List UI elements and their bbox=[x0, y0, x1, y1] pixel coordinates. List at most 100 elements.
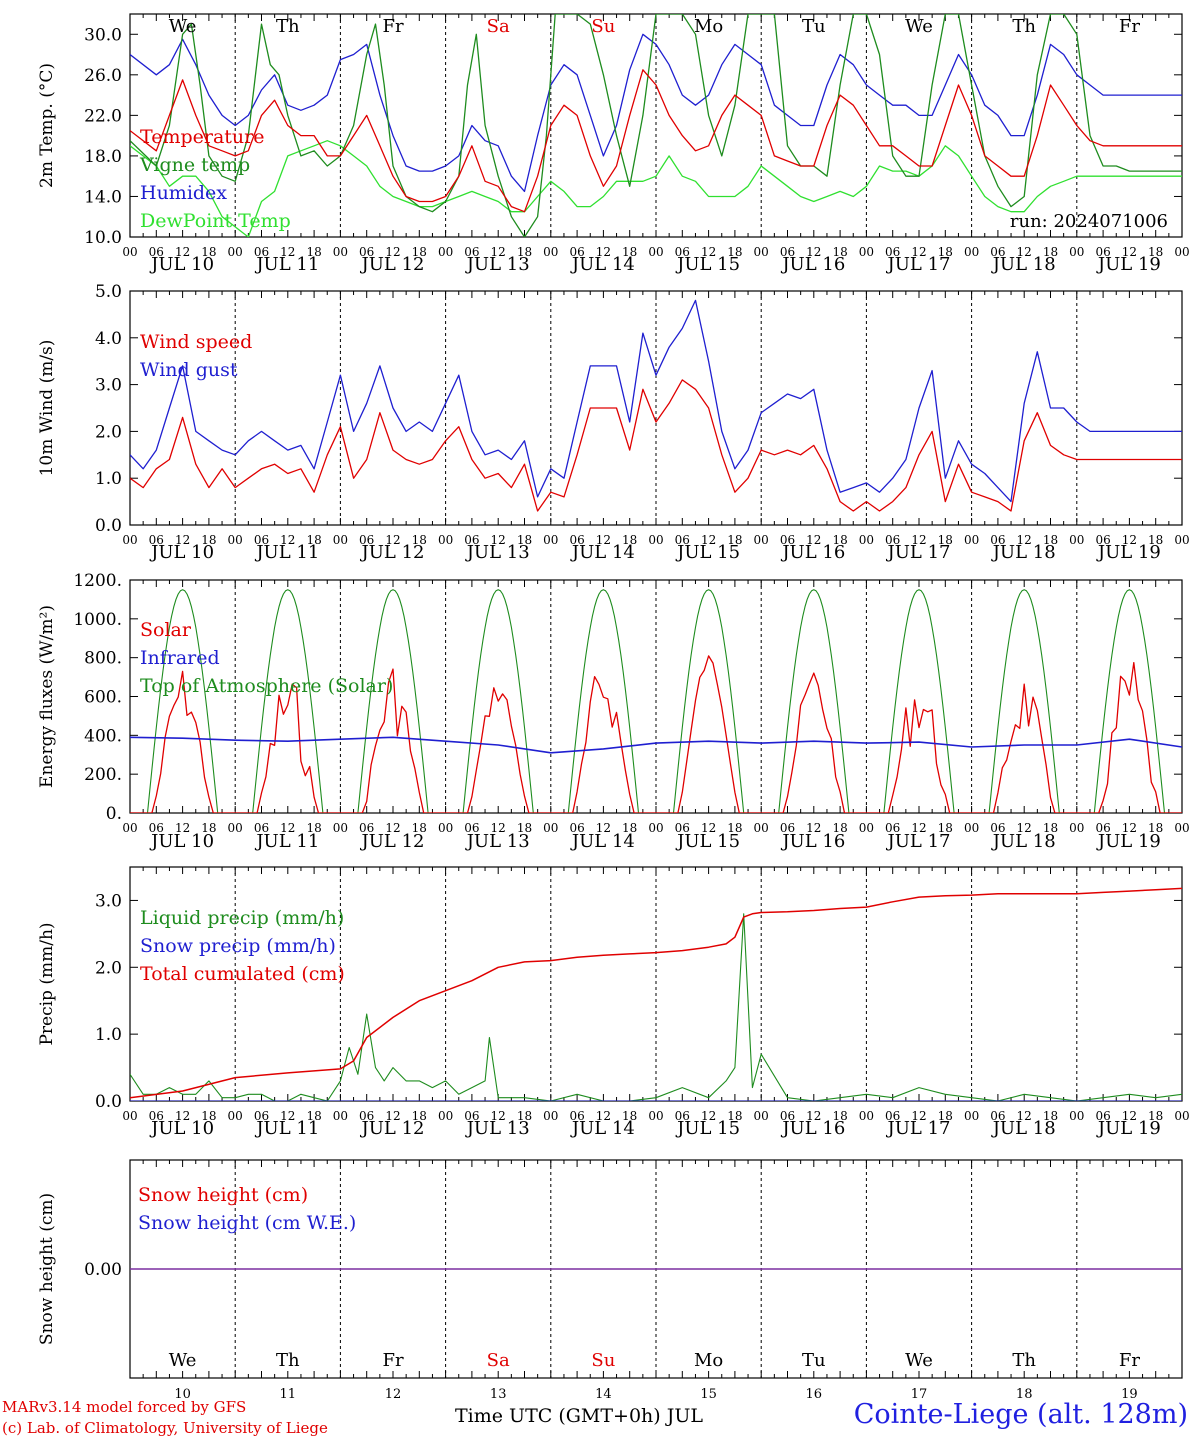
series-vigne-temp-line bbox=[130, 14, 1182, 237]
hour-label: 12 bbox=[911, 1109, 926, 1123]
hour-label: 18 bbox=[938, 533, 953, 547]
y-tick-label: 0.00 bbox=[84, 1260, 122, 1280]
hour-label: 00 bbox=[543, 245, 558, 259]
day-number-label: 15 bbox=[700, 1387, 717, 1402]
hour-label: 18 bbox=[938, 1109, 953, 1123]
date-label: JUL 13 bbox=[465, 254, 530, 275]
hour-label: 18 bbox=[201, 533, 216, 547]
hour-label: 18 bbox=[412, 821, 427, 835]
hour-label: 12 bbox=[280, 1109, 295, 1123]
weekday-label: Tu bbox=[802, 16, 826, 37]
hour-label: 06 bbox=[675, 245, 690, 259]
y-tick-label: 0.0 bbox=[95, 1092, 122, 1112]
y-tick-label: 3.0 bbox=[95, 376, 122, 396]
hour-label: 18 bbox=[832, 821, 847, 835]
hour-label: 18 bbox=[1043, 1109, 1058, 1123]
date-label: JUL 15 bbox=[675, 254, 740, 275]
hour-label: 06 bbox=[569, 821, 584, 835]
temperature-lines bbox=[130, 14, 1182, 237]
y-tick-label: 200. bbox=[84, 765, 122, 785]
hour-label: 06 bbox=[780, 533, 795, 547]
hour-label: 18 bbox=[412, 245, 427, 259]
hour-label: 12 bbox=[596, 245, 611, 259]
hour-label: 00 bbox=[228, 533, 243, 547]
day-number-label: 13 bbox=[490, 1387, 507, 1402]
hour-label: 12 bbox=[175, 821, 190, 835]
day-number-label: 17 bbox=[911, 1387, 928, 1402]
hour-label: 12 bbox=[701, 245, 716, 259]
legend-entry: Snow precip (mm/h) bbox=[140, 935, 336, 957]
hour-label: 18 bbox=[938, 821, 953, 835]
hour-label: 12 bbox=[1017, 245, 1032, 259]
hour-label: 00 bbox=[754, 1109, 769, 1123]
hour-label: 12 bbox=[911, 821, 926, 835]
series-toa-line bbox=[130, 589, 1182, 813]
date-label: JUL 18 bbox=[991, 831, 1056, 852]
date-label: JUL 14 bbox=[570, 542, 635, 563]
hour-label: 06 bbox=[464, 533, 479, 547]
hour-label: 18 bbox=[412, 533, 427, 547]
hour-label: 06 bbox=[780, 821, 795, 835]
y-tick-label: 26.0 bbox=[84, 66, 122, 86]
weekday-label: We bbox=[169, 16, 197, 37]
hour-label: 18 bbox=[832, 533, 847, 547]
hour-label: 06 bbox=[780, 1109, 795, 1123]
day-number-label: 19 bbox=[1121, 1387, 1138, 1402]
hour-label: 06 bbox=[885, 821, 900, 835]
hour-label: 12 bbox=[385, 533, 400, 547]
hour-label: 00 bbox=[964, 533, 979, 547]
hour-label: 00 bbox=[438, 1109, 453, 1123]
day-number-label: 11 bbox=[280, 1387, 297, 1402]
hour-label: 00 bbox=[122, 821, 137, 835]
hour-label: 18 bbox=[1043, 821, 1058, 835]
hour-label: 00 bbox=[228, 821, 243, 835]
date-label: JUL 16 bbox=[780, 254, 845, 275]
date-label: JUL 12 bbox=[360, 254, 425, 275]
hour-label: 00 bbox=[648, 533, 663, 547]
legend-entry: Wind gust bbox=[140, 359, 238, 381]
series-solar-line bbox=[130, 655, 1182, 813]
series-liquid-precip-line bbox=[130, 913, 1182, 1101]
hour-label: 12 bbox=[1017, 821, 1032, 835]
hour-label: 00 bbox=[648, 1109, 663, 1123]
hour-label: 06 bbox=[254, 1109, 269, 1123]
weekday-label: Su bbox=[591, 16, 615, 37]
weekday-label: Fr bbox=[1119, 1350, 1140, 1371]
hour-label: 18 bbox=[412, 1109, 427, 1123]
hour-label: 06 bbox=[254, 245, 269, 259]
hour-label: 00 bbox=[438, 821, 453, 835]
hour-label: 12 bbox=[175, 1109, 190, 1123]
hour-label: 18 bbox=[306, 245, 321, 259]
wind-lines bbox=[130, 299, 1182, 512]
weekday-label: Th bbox=[276, 16, 300, 37]
y-tick-label: 1000. bbox=[73, 610, 122, 630]
hour-label: 12 bbox=[806, 1109, 821, 1123]
y-tick-label: 10.0 bbox=[84, 228, 122, 248]
hour-label: 06 bbox=[149, 1109, 164, 1123]
hour-label: 12 bbox=[280, 245, 295, 259]
date-label: JUL 16 bbox=[780, 831, 845, 852]
hour-label: 18 bbox=[1043, 533, 1058, 547]
hour-label: 18 bbox=[1148, 1109, 1163, 1123]
date-label: JUL 13 bbox=[465, 542, 530, 563]
hour-label: 12 bbox=[1122, 1109, 1137, 1123]
hour-label: 06 bbox=[359, 821, 374, 835]
hour-label: 00 bbox=[648, 821, 663, 835]
hour-label: 12 bbox=[385, 245, 400, 259]
y-tick-label: 1200. bbox=[73, 571, 122, 591]
weekday-label: We bbox=[905, 1350, 933, 1371]
time-axis-title: Time UTC (GMT+0h) JUL bbox=[455, 1405, 703, 1427]
date-label: JUL 19 bbox=[1096, 254, 1161, 275]
hour-label: 00 bbox=[1069, 245, 1084, 259]
hour-label: 18 bbox=[306, 821, 321, 835]
legend-entry: Liquid precip (mm/h) bbox=[140, 907, 344, 929]
hour-label: 06 bbox=[464, 821, 479, 835]
hour-label: 00 bbox=[964, 1109, 979, 1123]
hour-label: 00 bbox=[754, 533, 769, 547]
panel-3: 0. 200. 400. 600. 800. 1000. 1200. Energy fluxe… bbox=[37, 571, 1190, 852]
hour-label: 18 bbox=[1148, 245, 1163, 259]
legend-entry: Snow height (cm) bbox=[138, 1184, 308, 1206]
hour-label: 18 bbox=[727, 821, 742, 835]
hour-label: 12 bbox=[491, 1109, 506, 1123]
